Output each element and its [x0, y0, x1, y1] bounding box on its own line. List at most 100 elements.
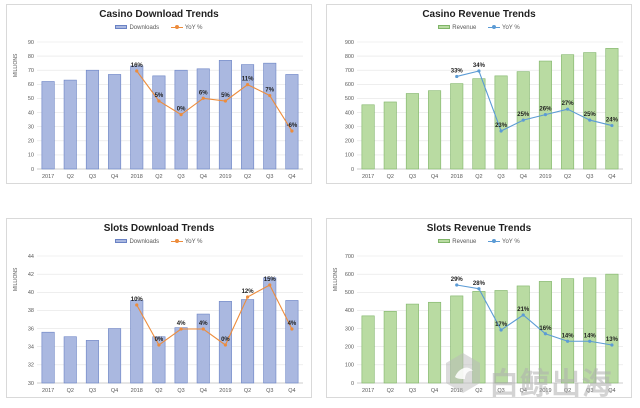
- x-tick-label: Q2: [67, 388, 74, 394]
- y-tick-label: 900: [345, 40, 354, 46]
- x-tick-label: 2017: [42, 388, 54, 394]
- x-tick-label: Q3: [497, 174, 504, 180]
- bar: [174, 69, 188, 170]
- x-tick-label: Q2: [387, 388, 394, 394]
- legend-line-swatch: [170, 25, 183, 30]
- yoy-data-label: 24%: [606, 118, 619, 124]
- bar: [494, 290, 508, 384]
- chart-legend: Revenue YoY %: [327, 25, 631, 32]
- bar: [450, 295, 464, 384]
- chart-legend: Downloads YoY %: [7, 25, 311, 32]
- x-tick-label: Q3: [177, 388, 184, 394]
- x-tick-label: Q3: [586, 174, 593, 180]
- bar: [494, 75, 508, 170]
- slots-download-chart: Slots Download Trends Downloads YoY % MI…: [6, 218, 312, 398]
- yoy-point: [588, 339, 592, 343]
- yoy-point: [179, 113, 183, 117]
- bar: [108, 74, 122, 170]
- legend-bar-label: Revenue: [452, 239, 477, 246]
- yoy-point: [201, 96, 205, 100]
- bar: [63, 79, 77, 170]
- legend-bar-label: Revenue: [452, 25, 477, 32]
- x-tick-label: 2019: [539, 388, 551, 394]
- yoy-point: [610, 123, 614, 128]
- bar: [218, 301, 232, 384]
- yoy-point: [223, 343, 228, 347]
- x-tick-label: Q3: [266, 174, 273, 180]
- x-tick-label: Q4: [431, 174, 438, 180]
- legend-line-swatch: [170, 239, 183, 244]
- yoy-data-label: 21%: [517, 307, 530, 313]
- x-tick-label: Q2: [564, 174, 571, 180]
- casino-download-chart: Casino Download Trends Downloads YoY % M…: [6, 4, 312, 184]
- x-tick-label: Q2: [475, 174, 482, 180]
- legend-line-swatch: [488, 239, 500, 244]
- yoy-point: [499, 328, 503, 332]
- yoy-data-label: 7%: [265, 88, 274, 94]
- x-tick-label: Q2: [564, 388, 571, 394]
- y-tick-label: 100: [345, 153, 354, 159]
- yoy-data-label: 4%: [177, 321, 186, 327]
- yoy-point: [245, 83, 250, 87]
- yoy-data-label: 0%: [221, 337, 230, 343]
- legend-bar-label: Downloads: [129, 239, 160, 246]
- chart-title: Casino Revenue Trends: [422, 9, 536, 20]
- bar: [583, 52, 597, 170]
- casino-revenue-chart: Casino Revenue Trends Revenue YoY % 0 100…: [326, 4, 632, 184]
- yoy-point: [268, 283, 272, 287]
- yoy-point: [157, 99, 161, 103]
- x-tick-label: Q4: [111, 174, 118, 180]
- x-tick-label: Q4: [200, 388, 207, 394]
- yoy-data-label: 29%: [451, 277, 464, 283]
- x-tick-label: Q3: [266, 388, 273, 394]
- x-tick-label: 2018: [131, 174, 143, 180]
- yoy-point: [521, 118, 525, 122]
- yoy-data-label: 16%: [539, 326, 552, 332]
- x-tick-label: Q4: [288, 174, 295, 180]
- y-tick-label: 30: [28, 381, 34, 387]
- yoy-point: [543, 113, 548, 117]
- legend-bar-swatch: [115, 239, 128, 244]
- x-tick-label: 2019: [219, 174, 231, 180]
- y-tick-label: 36: [28, 326, 34, 332]
- y-tick-label: 700: [345, 68, 354, 74]
- yoy-point: [135, 303, 139, 307]
- bar: [63, 336, 77, 384]
- x-tick-label: Q2: [155, 388, 162, 394]
- x-tick-label: 2018: [451, 174, 463, 180]
- yoy-point: [521, 313, 525, 317]
- bar: [241, 64, 255, 170]
- x-tick-label: Q4: [520, 388, 527, 394]
- x-tick-label: Q4: [111, 388, 118, 394]
- bar: [218, 60, 232, 170]
- x-tick-label: Q4: [608, 174, 615, 180]
- bar: [516, 285, 530, 384]
- y-tick-label: 200: [345, 345, 354, 351]
- bar: [450, 83, 464, 170]
- y-tick-label: 0: [351, 167, 354, 173]
- bar: [41, 81, 55, 170]
- bar: [85, 69, 99, 170]
- yoy-data-label: 0%: [155, 337, 164, 343]
- x-tick-label: 2017: [42, 174, 54, 180]
- x-tick-label: Q3: [89, 174, 96, 180]
- chart-legend: Revenue YoY %: [327, 239, 631, 246]
- yoy-data-label: 17%: [495, 322, 508, 328]
- x-tick-label: Q4: [288, 388, 295, 394]
- y-tick-label: 500: [345, 96, 354, 102]
- x-tick-label: 2018: [131, 388, 143, 394]
- yoy-line: [136, 70, 293, 132]
- bar: [41, 331, 55, 384]
- x-tick-label: 2019: [219, 388, 231, 394]
- y-tick-label: 600: [345, 82, 354, 88]
- bar: [285, 300, 299, 384]
- yoy-point: [477, 287, 481, 291]
- yoy-point: [179, 327, 183, 331]
- bar: [130, 300, 144, 384]
- bar: [241, 299, 255, 384]
- legend-bar-swatch: [438, 239, 451, 244]
- x-tick-label: Q3: [497, 388, 504, 394]
- yoy-point: [201, 327, 205, 331]
- y-tick-label: 60: [28, 82, 34, 88]
- slots-revenue-chart: Slots Revenue Trends Revenue YoY % MILLI…: [326, 218, 632, 398]
